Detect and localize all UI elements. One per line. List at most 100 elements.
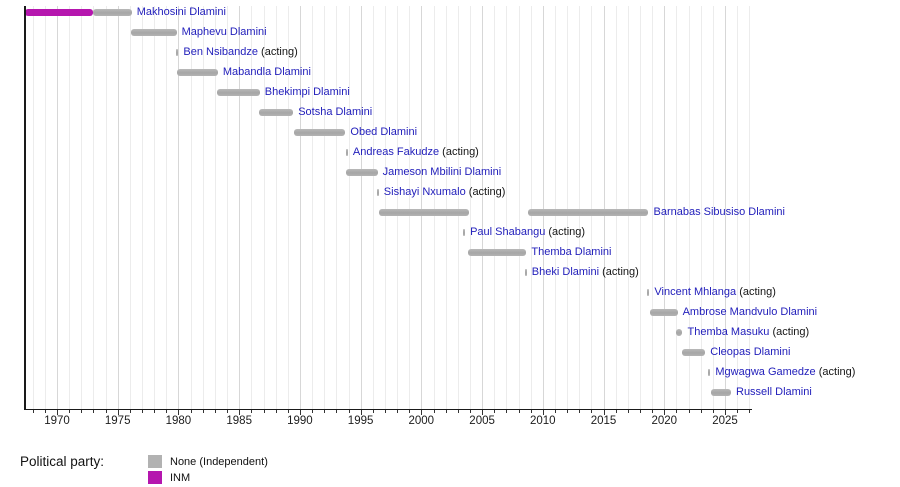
person-name-link[interactable]: Obed Dlamini	[350, 126, 418, 138]
legend-label-none: None (Independent)	[170, 456, 268, 468]
axis-tick-label: 1970	[44, 415, 70, 427]
acting-suffix: (acting)	[769, 326, 810, 338]
axis-tick-label: 1985	[226, 415, 252, 427]
person-name-link[interactable]: Jameson Mbilini Dlamini	[382, 166, 502, 178]
axis-tick-label: 2025	[712, 415, 738, 427]
term-bar	[258, 108, 294, 116]
axis-minor-tick	[251, 410, 253, 413]
axis-major-tick	[360, 410, 362, 415]
term-bar	[176, 48, 179, 56]
axis-minor-tick	[737, 410, 739, 413]
axis-minor-tick	[129, 410, 131, 413]
gridline-year	[154, 6, 156, 409]
gridline-year	[239, 6, 241, 409]
term-bar	[93, 8, 132, 16]
axis-minor-tick	[348, 410, 350, 413]
person-name-link[interactable]: Themba Masuku	[687, 326, 770, 338]
gridline-year	[469, 6, 471, 409]
axis-minor-tick	[202, 410, 204, 413]
axis-tick-label: 1980	[165, 415, 192, 427]
legend-label-inm: INM	[170, 472, 191, 484]
person-name-link[interactable]: Sishayi Nxumalo	[383, 186, 466, 198]
gridline-year	[336, 6, 338, 409]
gridline-year	[129, 6, 131, 409]
gridline-year	[214, 6, 216, 409]
axis-major-tick	[664, 410, 666, 415]
axis-minor-tick	[81, 410, 83, 413]
person-name-link[interactable]: Cleopas Dlamini	[710, 346, 791, 358]
axis-minor-tick	[227, 410, 228, 413]
gridline-year	[190, 6, 192, 409]
person-name-link[interactable]: Bhekimpi Dlamini	[264, 86, 350, 98]
person-label: Mabandla Dlamini	[223, 65, 311, 79]
axis-minor-tick	[275, 410, 277, 413]
axis-major-tick	[117, 410, 119, 415]
gridline-year	[421, 6, 423, 409]
person-name-link[interactable]: Themba Dlamini	[531, 246, 612, 258]
person-name-link[interactable]: Maphevu Dlamini	[181, 26, 267, 38]
person-label: Maphevu Dlamini	[182, 25, 267, 39]
person-name-link[interactable]: Barnabas Sibusiso Dlamini	[653, 206, 785, 218]
axis-major-tick	[542, 410, 544, 415]
axis-minor-tick	[44, 410, 46, 413]
gridline-year	[445, 6, 447, 409]
person-name-link[interactable]: Makhosini Dlamini	[136, 6, 226, 18]
acting-suffix: (acting)	[736, 286, 776, 298]
gridline-year	[737, 6, 739, 409]
axis-minor-tick	[105, 410, 107, 413]
axis-minor-tick	[640, 410, 641, 413]
acting-suffix: (acting)	[599, 266, 639, 278]
person-name-link[interactable]: Ben Nsibandze	[183, 46, 258, 58]
term-bar	[524, 268, 527, 276]
person-label: Russell Dlamini	[736, 385, 812, 399]
axis-minor-tick	[93, 410, 95, 413]
gridline-year	[275, 6, 277, 409]
gridline-year	[409, 6, 411, 409]
person-name-link[interactable]: Paul Shabangu	[470, 226, 546, 238]
person-name-link[interactable]: Ambrose Mandvulo Dlamini	[682, 306, 818, 318]
gridline-year	[700, 6, 702, 409]
axis-minor-tick	[688, 410, 690, 413]
person-name-link[interactable]: Vincent Mhlanga	[654, 286, 737, 298]
term-bar	[647, 288, 650, 296]
gridline-year	[105, 6, 107, 409]
person-name-link[interactable]: Russell Dlamini	[736, 386, 812, 398]
gridline-year	[202, 6, 204, 409]
gridline-year	[603, 6, 605, 409]
term-bar	[293, 128, 346, 136]
gridline-year	[567, 6, 569, 409]
person-label: Obed Dlamini	[350, 125, 417, 139]
gridline-year	[652, 6, 654, 409]
gridline-year	[725, 6, 726, 409]
axis-minor-tick	[652, 410, 654, 413]
gridline-year	[579, 6, 581, 409]
person-label: Sishayi Nxumalo (acting)	[384, 185, 506, 199]
gridline-year	[287, 6, 289, 409]
gridline-year	[506, 6, 508, 409]
gridline-year	[360, 6, 362, 409]
axis-minor-tick	[263, 410, 265, 413]
term-bar	[681, 348, 706, 356]
gridline-year	[117, 6, 119, 409]
legend-swatch-none-icon	[148, 455, 162, 468]
axis-tick-label: 2000	[408, 415, 435, 427]
person-name-link[interactable]: Andreas Fakudze	[352, 146, 440, 158]
person-label: Sotsha Dlamini	[298, 105, 372, 119]
person-name-link[interactable]: Bheki Dlamini	[531, 266, 600, 278]
acting-suffix: (acting)	[439, 146, 479, 158]
person-name-link[interactable]: Sotsha Dlamini	[298, 106, 373, 118]
person-name-link[interactable]: Mabandla Dlamini	[222, 66, 311, 78]
axis-major-tick	[603, 410, 605, 415]
term-bar	[379, 208, 470, 216]
axis-minor-tick	[579, 410, 581, 413]
axis-tick-label: 2010	[530, 415, 556, 427]
axis-minor-tick	[69, 410, 71, 413]
term-bar	[376, 188, 379, 196]
person-label: Barnabas Sibusiso Dlamini	[654, 205, 785, 219]
axis-tick-label: 1995	[347, 415, 374, 427]
term-bar	[130, 28, 177, 36]
acting-suffix: (acting)	[545, 226, 586, 238]
gridline-year	[457, 6, 459, 409]
term-bar	[711, 388, 731, 396]
person-name-link[interactable]: Mgwagwa Gamedze	[715, 366, 816, 378]
